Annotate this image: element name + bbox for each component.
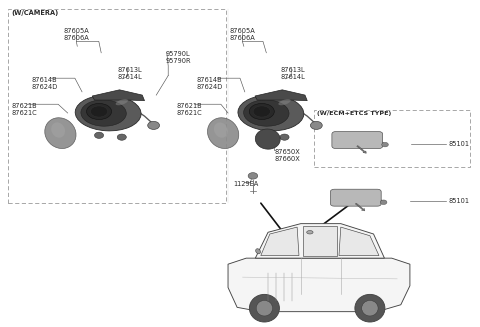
Text: 87614B
87624D: 87614B 87624D [32, 77, 58, 90]
Text: 87605A
87606A: 87605A 87606A [63, 28, 89, 42]
Ellipse shape [207, 118, 239, 148]
Circle shape [380, 200, 387, 204]
Circle shape [311, 121, 322, 129]
Ellipse shape [51, 122, 65, 138]
Circle shape [248, 173, 258, 179]
Ellipse shape [362, 301, 378, 316]
Text: 87621B
87621C: 87621B 87621C [177, 103, 203, 116]
Ellipse shape [253, 106, 270, 117]
FancyArrow shape [357, 146, 366, 153]
Ellipse shape [116, 99, 128, 105]
Text: 87650X
87660X: 87650X 87660X [275, 149, 300, 162]
Polygon shape [255, 90, 307, 101]
Text: 87605A
87606A: 87605A 87606A [229, 28, 255, 42]
Text: 95790L
95790R: 95790L 95790R [166, 51, 192, 64]
Circle shape [95, 132, 104, 138]
Text: (W/CAMERA): (W/CAMERA) [12, 10, 59, 16]
Text: 87613L
87614L: 87613L 87614L [281, 67, 305, 80]
Circle shape [257, 132, 266, 138]
FancyBboxPatch shape [330, 189, 381, 206]
Ellipse shape [45, 118, 76, 148]
Text: (W/ECM+ETCS TYPE): (W/ECM+ETCS TYPE) [317, 112, 391, 116]
Ellipse shape [307, 231, 313, 234]
Ellipse shape [244, 100, 289, 126]
Bar [314, 110, 470, 167]
Polygon shape [255, 224, 384, 258]
Text: 87614B
87624D: 87614B 87624D [197, 77, 223, 90]
FancyArrow shape [355, 203, 365, 211]
Ellipse shape [214, 122, 228, 138]
Ellipse shape [238, 95, 304, 131]
Polygon shape [92, 90, 144, 101]
Circle shape [148, 121, 159, 129]
Ellipse shape [249, 103, 274, 120]
Bar [8, 9, 226, 202]
Ellipse shape [255, 129, 280, 149]
Polygon shape [228, 258, 410, 312]
Polygon shape [339, 227, 379, 256]
Text: 87621B
87621C: 87621B 87621C [11, 103, 37, 116]
Ellipse shape [90, 106, 108, 117]
Ellipse shape [86, 103, 111, 120]
Ellipse shape [75, 95, 141, 131]
Ellipse shape [355, 294, 385, 322]
Polygon shape [261, 227, 299, 256]
Ellipse shape [250, 294, 279, 322]
Circle shape [117, 134, 126, 140]
Ellipse shape [256, 301, 273, 316]
Text: 1129EA: 1129EA [234, 181, 259, 187]
FancyBboxPatch shape [332, 131, 383, 148]
Polygon shape [302, 226, 337, 256]
Circle shape [280, 134, 289, 140]
Text: 87613L
87614L: 87613L 87614L [118, 67, 143, 80]
Text: 85101: 85101 [448, 141, 469, 147]
Ellipse shape [81, 100, 126, 126]
Ellipse shape [278, 99, 291, 105]
Circle shape [382, 142, 388, 147]
Text: 85101: 85101 [448, 198, 469, 204]
Ellipse shape [256, 249, 261, 254]
